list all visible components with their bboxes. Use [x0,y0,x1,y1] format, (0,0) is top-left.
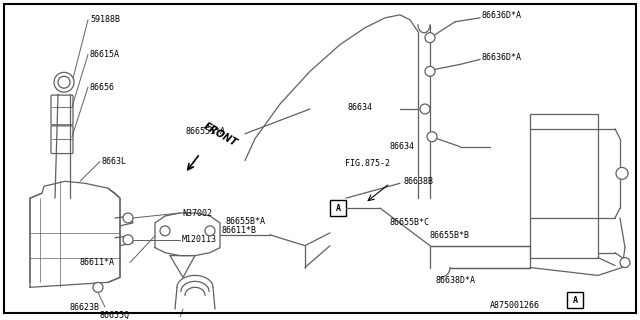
Text: M120113: M120113 [182,235,217,244]
FancyBboxPatch shape [51,126,73,154]
Circle shape [58,76,70,88]
Circle shape [616,167,628,179]
Text: 86655I*A: 86655I*A [185,127,225,136]
Bar [530,114,598,258]
FancyBboxPatch shape [51,95,73,125]
Text: FRONT: FRONT [202,121,239,148]
Circle shape [160,226,170,236]
Text: A: A [335,204,340,212]
Circle shape [93,282,103,292]
Text: 86634: 86634 [390,142,415,151]
Text: 59188B: 59188B [90,15,120,24]
Text: 86655B*A: 86655B*A [225,217,265,227]
Circle shape [123,213,133,223]
Text: 8663L: 8663L [102,157,127,166]
Text: N37002: N37002 [182,209,212,218]
Circle shape [205,226,215,236]
Text: 86656: 86656 [90,83,115,92]
Bar [567,292,583,308]
Circle shape [420,104,430,114]
Text: 86638D*A: 86638D*A [435,276,475,285]
Circle shape [427,132,437,142]
Text: 86611*B: 86611*B [222,226,257,235]
Text: 86638B: 86638B [403,177,433,186]
Bar [330,200,346,216]
Text: 86623B: 86623B [70,303,100,312]
Circle shape [620,258,630,268]
Text: 86611*A: 86611*A [80,258,115,267]
Circle shape [425,66,435,76]
Text: FIG.875-2: FIG.875-2 [345,159,390,168]
Text: 86655Q: 86655Q [100,310,130,320]
Circle shape [54,72,74,92]
Text: A875001266: A875001266 [490,301,540,310]
Text: 86615A: 86615A [90,50,120,59]
Text: 86655B*C: 86655B*C [390,219,430,228]
Text: A: A [573,296,577,305]
Text: 86655B*B: 86655B*B [430,231,470,240]
Text: 86634: 86634 [348,102,373,111]
Circle shape [425,33,435,43]
Text: 86636D*A: 86636D*A [482,53,522,62]
Circle shape [123,235,133,245]
Text: 86636D*A: 86636D*A [482,11,522,20]
